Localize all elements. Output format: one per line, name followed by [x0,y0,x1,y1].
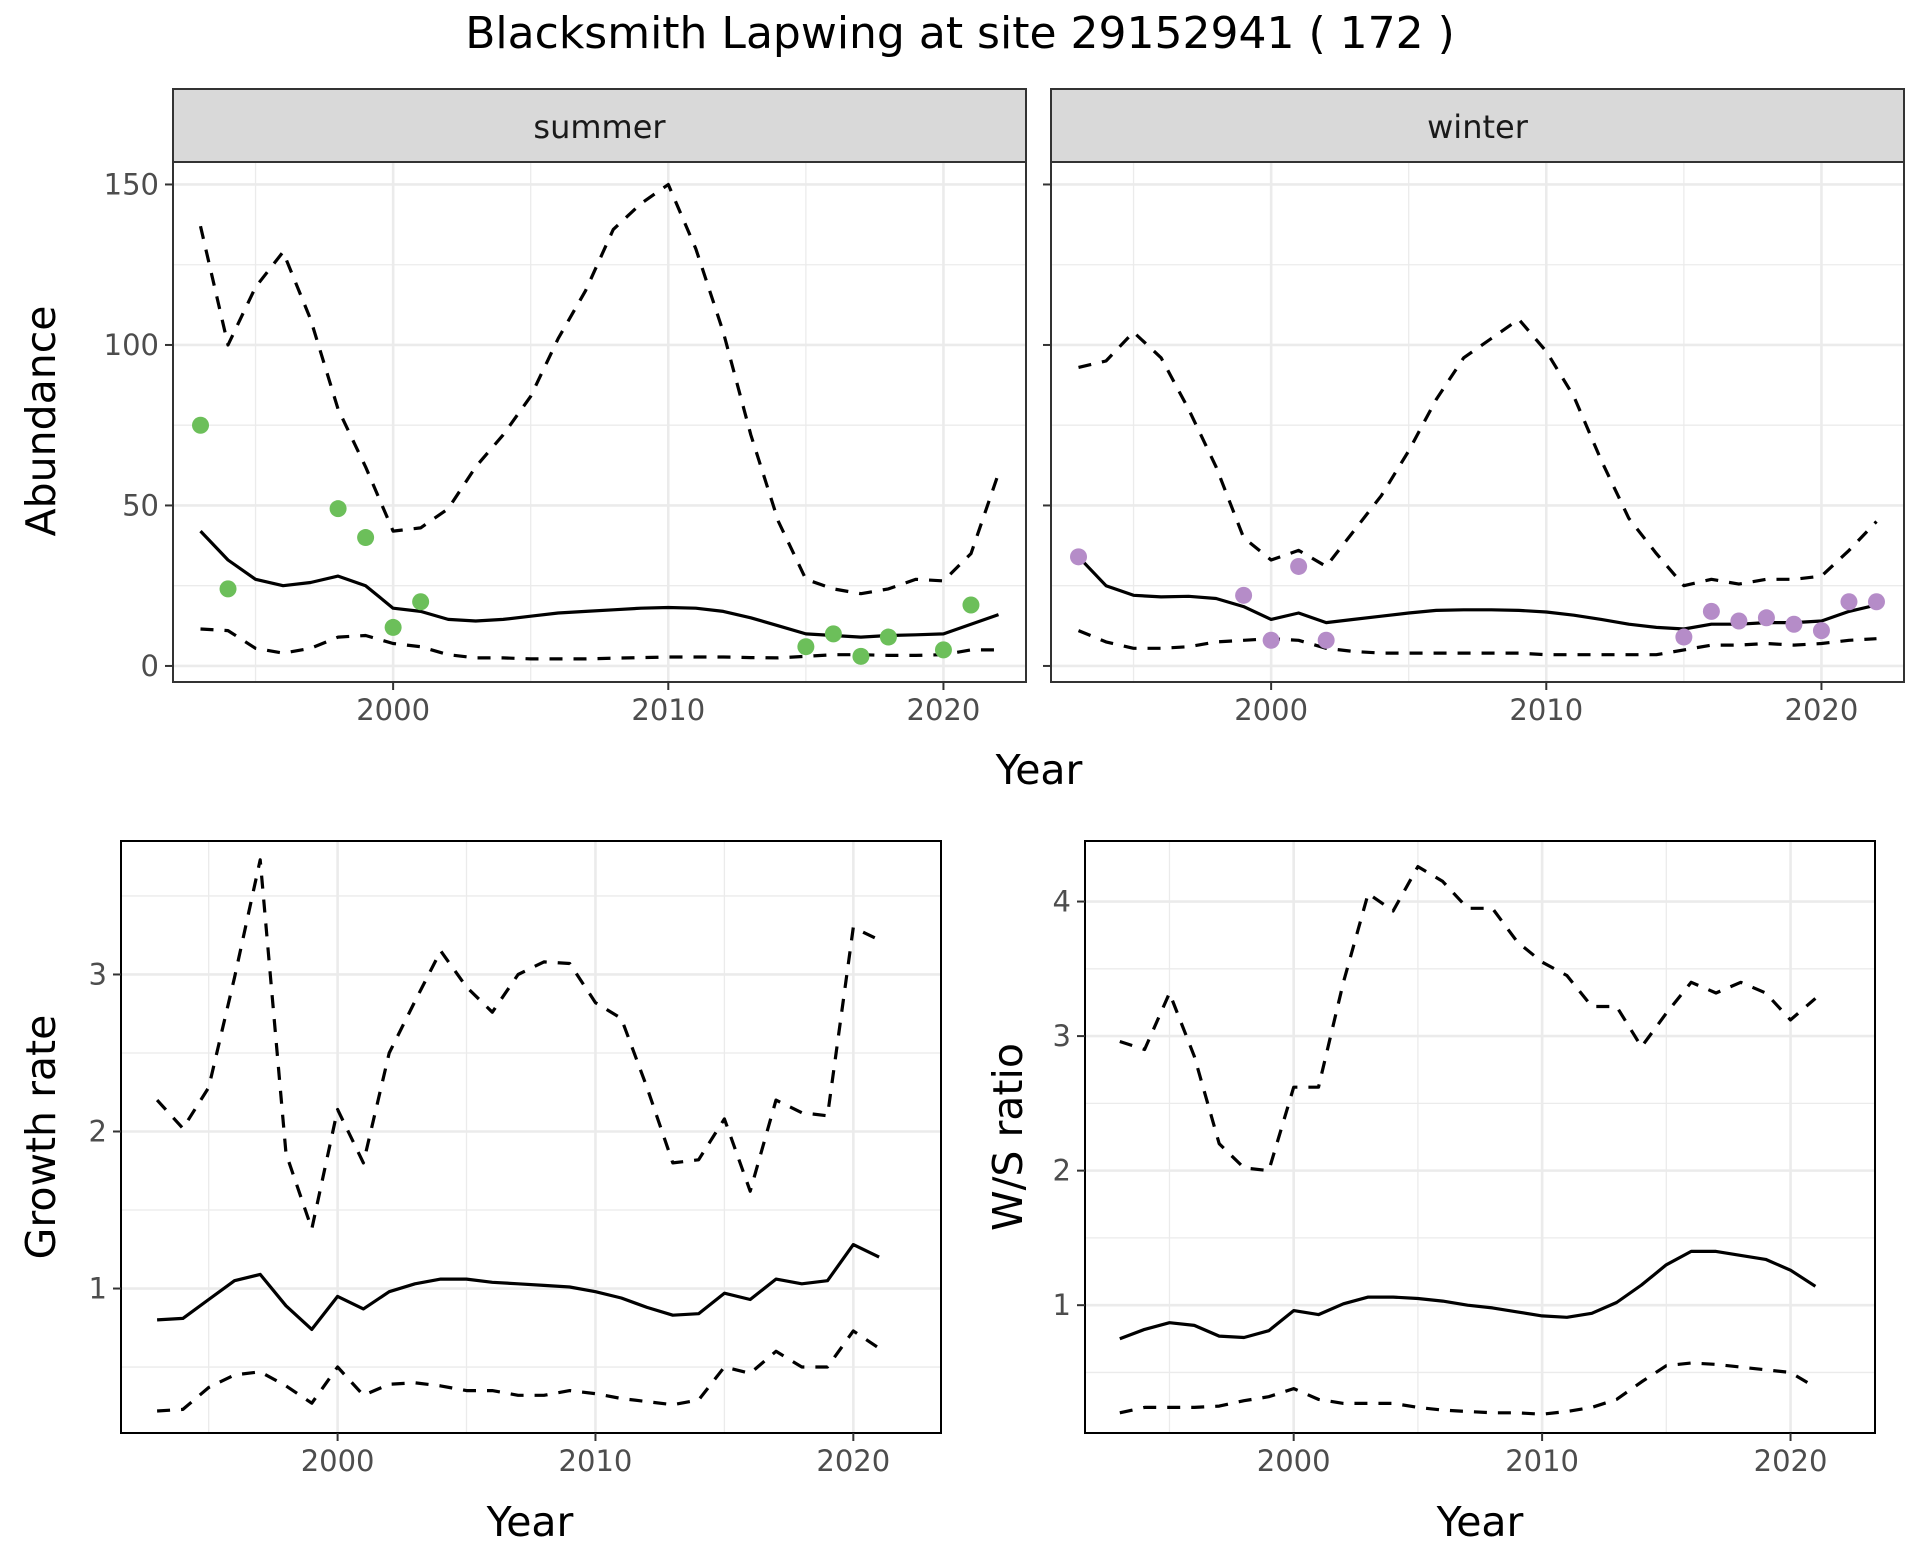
abundance-summer-observed-point [962,596,980,614]
abundance-summer-observed-point [219,580,237,598]
ws-ratio-y-tick-label: 2 [1053,1154,1071,1188]
abundance-winter-panel-border [1050,161,1905,683]
abundance-summer-observed-point [879,628,897,646]
abundance-winter-panel: 2000 2010 2020 [1043,161,1905,727]
abundance-summer-upper-bound-line [198,182,1001,596]
strip-summer [172,88,1027,163]
ws-ratio-x-tick-label: 2000 [1257,1444,1331,1478]
growth-y-tick-label: 2 [89,1115,107,1149]
growth-y-tick-label: 1 [89,1272,107,1306]
abundance-summer-observed-point [357,529,375,547]
abundance-summer-x-tick-label: 2010 [631,693,705,727]
abundance-winter-observed-point [1785,615,1803,633]
abundance-winter-observed-point [1235,586,1253,604]
ws-ratio-x-tick-label: 2020 [1754,1444,1828,1478]
ws-ratio-mean-line [1119,1249,1817,1341]
strip-winter [1050,88,1905,163]
ws-ratio-y-axis-title: W/S ratio [984,1043,1032,1231]
growth-x-tick-label: 2010 [559,1444,633,1478]
growth-mean-line [157,1242,880,1332]
strip-label-winter: winter [1427,108,1529,146]
ws-ratio-y-tick-label: 1 [1053,1288,1071,1322]
growth-x-tick-label: 2020 [816,1444,890,1478]
growth-x-axis-title: Year [486,1498,574,1546]
abundance-x-axis-title: Year [995,746,1083,794]
abundance-winter-observed-point [1290,557,1308,575]
abundance-winter-observed-point [1867,593,1885,611]
abundance-winter-mean-line [1077,555,1877,631]
abundance-winter-observed-point [1675,628,1693,646]
chart-title: Blacksmith Lapwing at site 29152941 ( 17… [465,8,1455,59]
growth-panel: 2000 2010 2020 1 2 3 [89,840,942,1478]
abundance-winter-x-tick-label: 2020 [1785,693,1859,727]
abundance-summer-observed-point [797,638,815,656]
abundance-summer-y-tick-label: 150 [104,167,159,201]
abundance-winter-x-tick-label: 2010 [1509,693,1583,727]
abundance-winter-observed-point [1317,631,1335,649]
abundance-summer-x-tick-label: 2020 [907,693,981,727]
abundance-winter-observed-point [1262,631,1280,649]
abundance-summer-observed-point [934,641,952,659]
growth-lower-bound-line [157,1329,880,1413]
growth-panel-border [120,840,942,1434]
growth-x-tick-label: 2000 [301,1444,375,1478]
ws-ratio-x-tick-label: 2010 [1505,1444,1579,1478]
ws-ratio-panel: 2000 2010 2020 1 2 3 4 [1053,840,1876,1478]
abundance-winter-observed-point [1702,602,1720,620]
abundance-y-axis-title: Abundance [17,306,65,537]
abundance-summer-y-tick-label: 100 [104,328,159,362]
abundance-summer-observed-point [824,625,842,643]
abundance-winter-observed-point [1070,548,1088,566]
abundance-summer-y-tick-label: 0 [141,649,159,683]
ws-ratio-x-axis-title: Year [1436,1498,1524,1546]
abundance-winter-observed-point [1840,593,1858,611]
abundance-winter-observed-point [1812,622,1830,640]
ws-ratio-upper-bound-line [1119,864,1817,1173]
abundance-summer-observed-point [852,647,870,665]
abundance-winter-lower-bound-line [1077,629,1877,657]
abundance-winter-observed-point [1757,609,1775,627]
abundance-summer-observed-point [192,416,210,434]
ws-ratio-lower-bound-line [1119,1361,1817,1416]
abundance-winter-x-tick-label: 2000 [1234,693,1308,727]
ws-ratio-y-tick-label: 4 [1053,885,1071,919]
abundance-summer-observed-point [412,593,430,611]
abundance-winter-observed-point [1730,612,1748,630]
abundance-summer-x-tick-label: 2000 [356,693,430,727]
strip-label-summer: summer [533,108,666,146]
abundance-summer-observed-point [384,618,402,636]
growth-upper-bound-line [155,858,880,1231]
abundance-summer-mean-line [199,529,1000,639]
abundance-summer-y-tick-label: 50 [122,488,159,522]
ws-ratio-y-tick-label: 3 [1053,1019,1071,1053]
abundance-summer-observed-point [329,500,347,518]
growth-y-tick-label: 3 [89,957,107,991]
abundance-winter-upper-bound-line [1078,317,1878,588]
ws-ratio-panel-border [1084,840,1876,1434]
abundance-summer-panel: 2000 2010 2020 0 50 100 150 [104,161,1027,727]
abundance-summer-lower-bound-line [200,627,999,661]
growth-y-axis-title: Growth rate [17,1015,65,1260]
abundance-summer-panel-border [172,161,1027,683]
